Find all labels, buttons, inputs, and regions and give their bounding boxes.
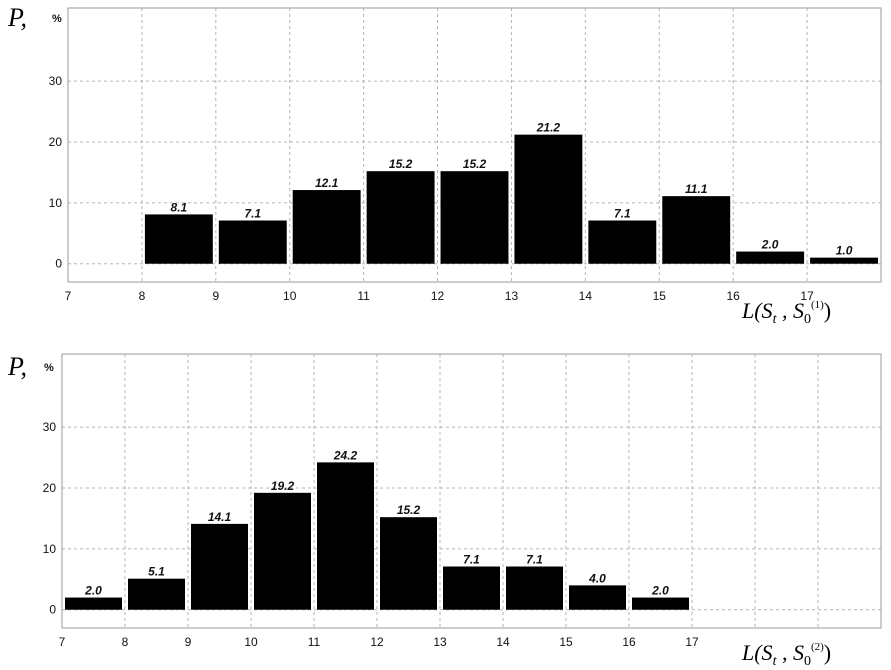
- x-tick-label: 8: [139, 289, 146, 303]
- x-tick-label: 13: [505, 289, 519, 303]
- bar-value-label: 24.2: [333, 448, 358, 462]
- bar-value-label: 2.0: [761, 238, 779, 252]
- histogram-bar: [662, 196, 731, 264]
- histogram-bar: [569, 585, 626, 610]
- bar-value-label: 12.1: [315, 176, 339, 190]
- histogram-bar: [736, 251, 805, 264]
- x-tick-label: 11: [308, 635, 321, 649]
- x-tick-label: 8: [122, 635, 129, 649]
- bars: [65, 462, 689, 610]
- bar-value-label: 15.2: [463, 157, 487, 171]
- x-tick-label: 14: [579, 289, 593, 303]
- x-tick-label: 9: [185, 635, 192, 649]
- bar-value-label: 4.0: [588, 571, 606, 585]
- y-unit-label: %: [52, 13, 62, 25]
- x-tick-label: 17: [800, 289, 814, 303]
- y-tick-labels: 0 10 20 30: [43, 420, 57, 617]
- bar-value-label: 7.1: [463, 553, 480, 567]
- x-tick-label: 10: [244, 635, 258, 649]
- bar-value-labels: 8.1 7.1 12.1 15.2 15.2 21.2 7.1 11.1 2.0 1.0: [171, 121, 853, 258]
- y-axis-label: P,: [7, 3, 27, 32]
- x-axis-label: L(St , S0(2)): [741, 640, 831, 669]
- bar-value-label: 2.0: [651, 584, 669, 598]
- histogram-bar: [254, 492, 311, 610]
- bar-value-label: 2.0: [84, 584, 102, 598]
- histogram-bar: [144, 214, 213, 264]
- histogram-bar: [810, 257, 878, 264]
- y-tick-label: 20: [43, 481, 57, 495]
- x-tick-label: 7: [65, 289, 72, 303]
- bar-value-labels: 2.0 5.1 14.1 19.2 24.2 15.2 7.1 7.1 4.0 2.0: [84, 448, 669, 597]
- bar-value-label: 7.1: [244, 207, 261, 221]
- x-tick-labels: 7 8 9 10 11 12 13 14 15 16 17: [59, 635, 699, 649]
- x-axis-label: L(St , S0(1)): [741, 298, 831, 327]
- histogram-top: 8.1 7.1 12.1 15.2 15.2 21.2 7.1 11.1 2.0 1.0 7 8 9 1…: [7, 3, 882, 327]
- histogram-bar: [588, 220, 657, 264]
- bars: [144, 134, 878, 264]
- y-tick-label: 10: [49, 196, 63, 210]
- x-tick-label: 12: [431, 289, 445, 303]
- bar-value-label: 21.2: [536, 121, 561, 135]
- histogram-bar: [292, 190, 361, 264]
- x-tick-label: 7: [59, 635, 66, 649]
- y-tick-label: 0: [49, 603, 56, 617]
- histogram-bar: [632, 597, 689, 610]
- histogram-bottom: 2.0 5.1 14.1 19.2 24.2 15.2 7.1 7.1 4.0 2.0 7 8 9 10…: [7, 352, 882, 669]
- histogram-bar: [191, 523, 248, 610]
- bar-value-label: 19.2: [271, 479, 295, 493]
- x-tick-label: 16: [727, 289, 741, 303]
- bar-value-label: 11.1: [685, 182, 708, 196]
- histogram-bar: [65, 597, 122, 610]
- bar-value-label: 15.2: [397, 503, 421, 517]
- bar-value-label: 1.0: [836, 244, 853, 258]
- y-tick-labels: 0 10 20 30: [49, 74, 63, 271]
- bar-value-label: 14.1: [208, 510, 232, 524]
- x-tick-label: 10: [283, 289, 297, 303]
- y-tick-label: 0: [55, 257, 62, 271]
- y-tick-label: 30: [43, 420, 57, 434]
- plot-frame: [67, 7, 882, 283]
- bar-value-label: 7.1: [526, 553, 543, 567]
- x-tick-label: 17: [685, 635, 699, 649]
- y-tick-label: 30: [49, 74, 63, 88]
- histogram-bar: [380, 517, 437, 610]
- histogram-bar: [128, 578, 185, 610]
- x-tick-label: 16: [622, 635, 636, 649]
- y-unit-label: %: [44, 362, 54, 374]
- bar-value-label: 7.1: [614, 207, 631, 221]
- y-axis-label: P,: [7, 352, 27, 381]
- histogram-bar: [366, 171, 435, 264]
- bar-value-label: 8.1: [171, 200, 188, 214]
- x-tick-label: 14: [496, 635, 510, 649]
- histogram-bar: [317, 462, 374, 610]
- y-tick-label: 10: [43, 542, 57, 556]
- bar-value-label: 5.1: [148, 565, 165, 579]
- x-tick-label: 15: [559, 635, 573, 649]
- bar-value-label: 15.2: [389, 157, 413, 171]
- x-tick-label: 15: [653, 289, 667, 303]
- x-tick-label: 12: [370, 635, 384, 649]
- histogram-bar: [443, 566, 500, 610]
- x-tick-label: 9: [212, 289, 219, 303]
- y-tick-label: 20: [49, 135, 63, 149]
- x-tick-labels: 7 8 9 10 11 12 13 14 15 16 17: [65, 289, 814, 303]
- plot-frame: [61, 353, 882, 629]
- histogram-bar: [514, 134, 583, 264]
- histogram-bar: [506, 566, 563, 610]
- histogram-bar: [440, 171, 509, 264]
- x-tick-label: 13: [433, 635, 447, 649]
- histogram-bar: [218, 220, 287, 264]
- x-tick-label: 11: [357, 289, 370, 303]
